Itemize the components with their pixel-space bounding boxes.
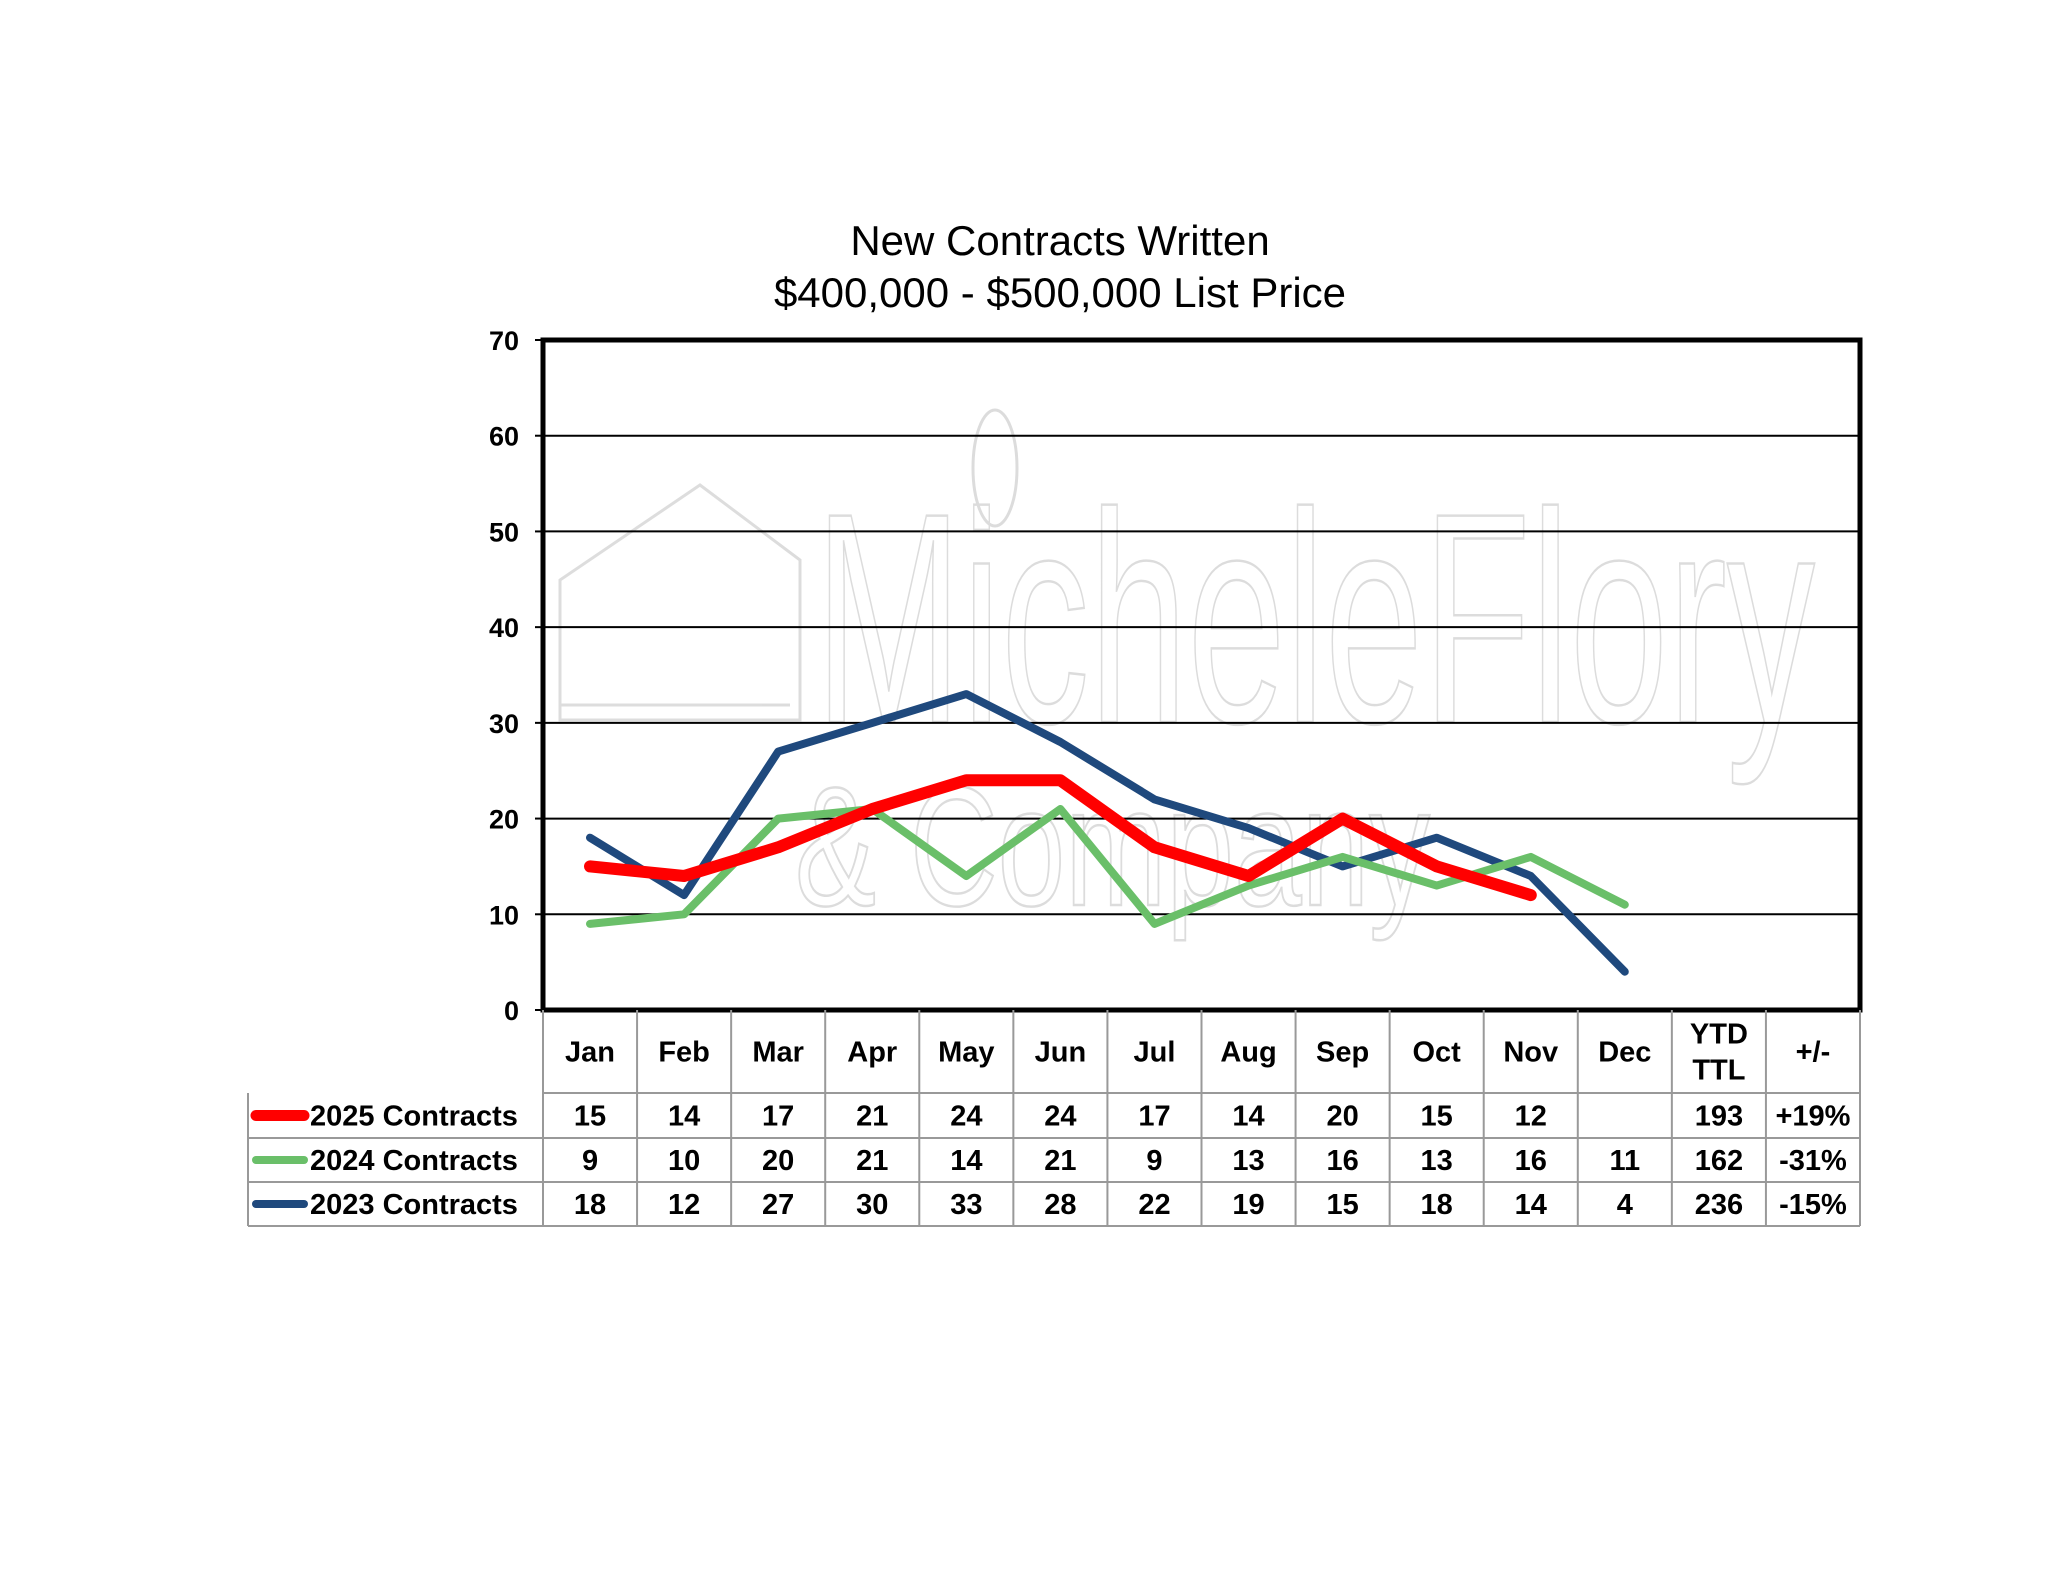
table-cell-value: 21 xyxy=(856,1145,888,1177)
table-cell-change: +19% xyxy=(1775,1101,1850,1133)
table-cell-change: -15% xyxy=(1779,1189,1847,1221)
watermark-logo: MicheleFlory & Company xyxy=(558,408,1816,943)
legend-label: 2025 Contracts xyxy=(310,1101,518,1133)
x-tick-label: May xyxy=(938,1037,994,1069)
table-cell-value: 21 xyxy=(1044,1145,1076,1177)
series-lines xyxy=(584,690,1629,976)
table-cell-value: 30 xyxy=(856,1189,888,1221)
data-table: Jan Feb Mar Apr May Jun Jul Aug Sep Oct Nov Dec YTD T… xyxy=(247,1010,1861,1227)
y-tick-label: 60 xyxy=(489,422,519,452)
table-cell-value: 9 xyxy=(582,1145,598,1177)
table-cell-value: 15 xyxy=(1326,1189,1358,1221)
change-header: +/- xyxy=(1796,1037,1831,1069)
x-tick-label: Jun xyxy=(1035,1037,1087,1069)
watermark-text-line2: & Company xyxy=(795,752,1430,942)
y-tick-label: 50 xyxy=(489,517,519,547)
watermark-text-line1: MicheleFlory xyxy=(815,450,1815,788)
table-cell-value: 10 xyxy=(668,1145,700,1177)
chart-title: New Contracts Written xyxy=(850,217,1269,264)
table-cell-value: 18 xyxy=(1421,1189,1453,1221)
watermark-leaf-icon xyxy=(971,408,1019,528)
table-cell-value: 15 xyxy=(574,1101,606,1133)
y-axis: 0 10 20 30 40 50 60 70 xyxy=(489,326,543,1026)
ytd-header-line2: TTL xyxy=(1692,1055,1745,1087)
ytd-header-line1: YTD xyxy=(1690,1019,1748,1051)
table-cell-value: 11 xyxy=(1609,1145,1640,1177)
y-tick-label: 10 xyxy=(489,900,519,930)
legend-label: 2023 Contracts xyxy=(310,1189,518,1221)
x-tick-label: Oct xyxy=(1413,1037,1462,1069)
y-tick-label: 40 xyxy=(489,613,519,643)
table-cell-value: 20 xyxy=(762,1145,794,1177)
table-cell-ytd: 162 xyxy=(1695,1145,1743,1177)
table-cell-value: 14 xyxy=(1232,1101,1264,1133)
table-cell-value: 27 xyxy=(762,1189,794,1221)
table-cell-value: 16 xyxy=(1515,1145,1547,1177)
table-cell-value: 19 xyxy=(1232,1189,1264,1221)
table-cell-value: 14 xyxy=(1515,1189,1547,1221)
table-cell-ytd: 193 xyxy=(1695,1101,1743,1133)
watermark-house-icon xyxy=(558,483,802,722)
table-cell-value: 18 xyxy=(574,1189,606,1221)
series-line-1 xyxy=(586,805,1629,928)
x-tick-label: Aug xyxy=(1220,1037,1276,1069)
table-cell-value: 33 xyxy=(950,1189,982,1221)
series-line-2 xyxy=(586,690,1629,976)
x-tick-label: Jan xyxy=(565,1037,615,1069)
table-cell-value: 17 xyxy=(762,1101,794,1133)
table-cell-value: 22 xyxy=(1138,1189,1170,1221)
table-cell-value: 24 xyxy=(950,1101,982,1133)
table-cell-value: 16 xyxy=(1326,1145,1358,1177)
table-cell-value: 15 xyxy=(1421,1101,1453,1133)
table-cell-value: 12 xyxy=(668,1189,700,1221)
y-tick-label: 20 xyxy=(489,805,519,835)
y-tick-label: 0 xyxy=(504,996,519,1026)
x-tick-label: Feb xyxy=(658,1037,710,1069)
series-line-0 xyxy=(584,774,1537,902)
table-cell-value: 17 xyxy=(1138,1101,1170,1133)
table-cell-value: 13 xyxy=(1421,1145,1453,1177)
table-cell-ytd: 236 xyxy=(1695,1189,1743,1221)
y-tick-label: 30 xyxy=(489,709,519,739)
x-tick-label: Jul xyxy=(1134,1037,1176,1069)
table-cell-value: 4 xyxy=(1617,1189,1633,1221)
table-cell-value: 14 xyxy=(950,1145,982,1177)
table-cell-value: 14 xyxy=(668,1101,700,1133)
x-tick-label: Apr xyxy=(847,1037,897,1069)
table-cell-value: 20 xyxy=(1326,1101,1358,1133)
table-cell-value: 13 xyxy=(1232,1145,1264,1177)
legend-label: 2024 Contracts xyxy=(310,1145,518,1177)
table-cell-value: 9 xyxy=(1146,1145,1162,1177)
x-tick-label: Mar xyxy=(752,1037,804,1069)
table-cell-value: 28 xyxy=(1044,1189,1076,1221)
table-cell-value: 12 xyxy=(1515,1101,1547,1133)
chart-subtitle: $400,000 - $500,000 List Price xyxy=(774,269,1346,316)
grid-lines xyxy=(543,434,1860,916)
table-cell-change: -31% xyxy=(1779,1145,1847,1177)
x-tick-label: Sep xyxy=(1316,1037,1369,1069)
table-cell-value: 24 xyxy=(1044,1101,1076,1133)
x-tick-label: Dec xyxy=(1598,1037,1651,1069)
table-cell-value: 21 xyxy=(856,1101,888,1133)
y-tick-label: 70 xyxy=(489,326,519,356)
x-tick-label: Nov xyxy=(1503,1037,1558,1069)
